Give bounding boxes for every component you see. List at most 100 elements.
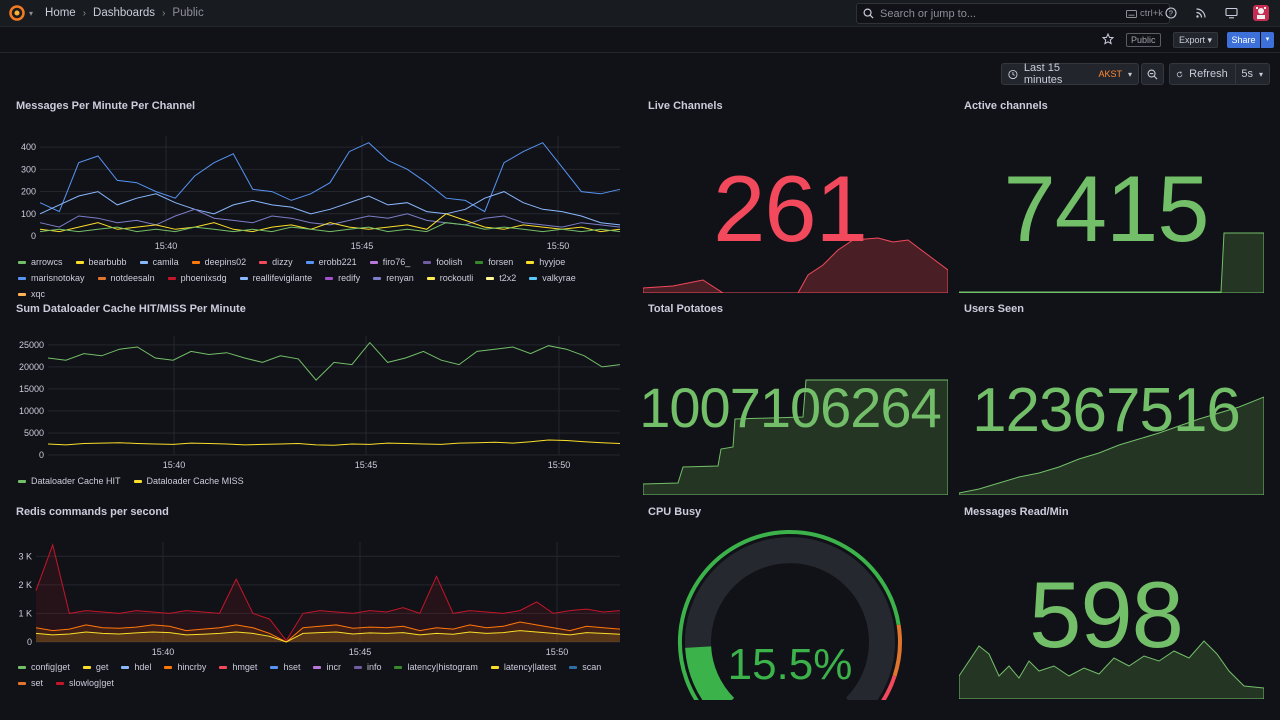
search-input[interactable] xyxy=(880,7,1127,20)
legend-item[interactable]: foolish xyxy=(423,254,462,270)
panel-title[interactable]: Live Channels xyxy=(648,100,723,112)
panel-cpu-busy: CPU Busy 15.5% xyxy=(632,506,948,700)
legend-label: rockoutli xyxy=(439,273,474,283)
series-line-hmget[interactable] xyxy=(35,621,621,643)
legend-item[interactable]: hset xyxy=(270,659,300,675)
legend-item[interactable]: redify xyxy=(325,270,360,286)
legend-item[interactable]: latency|latest xyxy=(490,659,556,675)
search-box[interactable]: ctrl+k xyxy=(856,3,1170,24)
kiosk-monitor-icon[interactable] xyxy=(1222,4,1240,22)
legend-swatch xyxy=(569,665,578,669)
panel-title[interactable]: Active channels xyxy=(964,100,1048,112)
legend-item[interactable]: Dataloader Cache HIT xyxy=(18,473,121,489)
panel-title[interactable]: CPU Busy xyxy=(648,506,702,518)
series-line-Dataloader Cache MISS[interactable] xyxy=(47,439,621,446)
time-range-picker[interactable]: Last 15 minutes AKST ▾ xyxy=(1001,62,1139,86)
zoom-out-button[interactable] xyxy=(1141,63,1164,85)
legend-item[interactable]: valkyrae xyxy=(529,270,576,286)
panel-title[interactable]: Messages Per Minute Per Channel xyxy=(16,100,196,112)
top-nav: ▾ Home › Dashboards › Public ctrl+k ? xyxy=(0,0,1280,27)
refresh-interval[interactable]: 5s xyxy=(1241,68,1253,80)
series-line-marisnotokay[interactable] xyxy=(39,142,621,213)
rss-news-icon[interactable] xyxy=(1192,4,1210,22)
legend-item[interactable]: xqc xyxy=(18,286,45,302)
dataloader-chart[interactable]: 0 5000 10000 15000 20000 25000 15:40 15:45 15:50 xyxy=(0,333,632,473)
redis-chart[interactable]: 0 1 K 2 K 3 K 15:40 15:45 15:50 xyxy=(0,534,632,658)
legend-item[interactable]: marisnotokay xyxy=(18,270,85,286)
legend-item[interactable]: deepins02 xyxy=(191,254,247,270)
legend-item[interactable]: scan xyxy=(569,659,601,675)
chevron-down-icon[interactable]: ▾ xyxy=(29,8,34,18)
legend-item[interactable]: t2x2 xyxy=(486,270,516,286)
series-line-bearbubb[interactable] xyxy=(39,213,621,233)
series-line-Dataloader Cache HIT[interactable] xyxy=(47,341,621,381)
series-line-get[interactable] xyxy=(35,630,621,643)
legend-item[interactable]: Dataloader Cache MISS xyxy=(133,473,244,489)
share-button[interactable]: Share xyxy=(1227,32,1260,48)
panel-title[interactable]: Sum Dataloader Cache HIT/MISS Per Minute xyxy=(16,303,246,315)
legend-item[interactable]: slowlog|get xyxy=(56,675,114,691)
legend-label: deepins02 xyxy=(204,257,247,267)
legend-item[interactable]: renyan xyxy=(373,270,414,286)
messages-chart[interactable]: 0 100 200 300 400 15:40 15:45 15:50 xyxy=(0,128,632,252)
legend-item[interactable]: info xyxy=(353,659,381,675)
legend-swatch xyxy=(486,276,495,280)
legend-item[interactable]: firo76_ xyxy=(369,254,410,270)
legend-item[interactable]: forsen xyxy=(475,254,513,270)
time-range-label: Last 15 minutes xyxy=(1023,62,1063,86)
legend-item[interactable]: erobb221 xyxy=(305,254,357,270)
legend-swatch xyxy=(394,665,403,669)
chevron-down-icon[interactable]: ▾ xyxy=(1258,69,1263,79)
legend-item[interactable]: rockoutli xyxy=(426,270,474,286)
y-tick-label: 300 xyxy=(21,164,36,174)
panel-title[interactable]: Redis commands per second xyxy=(16,506,169,518)
y-tick-label: 5000 xyxy=(24,428,44,438)
legend-item[interactable]: set xyxy=(18,675,43,691)
legend-item[interactable]: hdel xyxy=(121,659,151,675)
legend-item[interactable]: config|get xyxy=(18,659,70,675)
legend-item[interactable]: notdeesaln xyxy=(97,270,155,286)
help-icon[interactable]: ? xyxy=(1162,4,1180,22)
panel-title[interactable]: Total Potatoes xyxy=(648,303,723,315)
legend-item[interactable]: arrowcs xyxy=(18,254,63,270)
legend-label: hdel xyxy=(134,662,152,672)
x-tick-label: 15:45 xyxy=(349,647,372,657)
legend-item[interactable]: latency|histogram xyxy=(394,659,478,675)
y-tick-label: 3 K xyxy=(18,551,32,561)
series-line-reallifevigilante[interactable] xyxy=(39,208,621,228)
legend-label: Dataloader Cache HIT xyxy=(31,476,121,486)
series-line-camila[interactable] xyxy=(39,191,621,226)
legend-item[interactable]: reallifevigilante xyxy=(239,270,312,286)
sparkline-area xyxy=(959,232,1264,293)
breadcrumb-dashboards[interactable]: Dashboards xyxy=(93,7,156,19)
legend-item[interactable]: incr xyxy=(313,659,341,675)
legend-item[interactable]: phoenixsdg xyxy=(167,270,227,286)
refresh-label[interactable]: Refresh xyxy=(1189,68,1228,80)
panel-users-seen: Users Seen 12367516 xyxy=(948,303,1264,497)
series-line-arrowcs[interactable] xyxy=(39,222,621,233)
grafana-logo-icon[interactable] xyxy=(8,4,26,22)
legend-item[interactable]: hmget xyxy=(219,659,257,675)
export-button[interactable]: Export ▾ xyxy=(1173,32,1219,48)
legend-item[interactable]: hyyjoe xyxy=(526,254,565,270)
breadcrumb-separator-icon: › xyxy=(82,7,87,19)
legend-item[interactable]: get xyxy=(82,659,108,675)
y-tick-label: 20000 xyxy=(19,362,44,372)
panel-title[interactable]: Users Seen xyxy=(964,303,1024,315)
breadcrumb-home[interactable]: Home xyxy=(45,7,76,19)
user-avatar[interactable] xyxy=(1252,4,1270,22)
legend-item[interactable]: hincrby xyxy=(164,659,206,675)
y-tick-label: 0 xyxy=(27,637,32,647)
keyboard-icon xyxy=(1126,9,1138,18)
legend-item[interactable]: bearbubb xyxy=(75,254,127,270)
legend-swatch xyxy=(18,276,26,280)
legend-item[interactable]: camila xyxy=(139,254,179,270)
shortcut-label: ctrl+k xyxy=(1140,8,1163,19)
y-tick-label: 2 K xyxy=(18,580,32,590)
refresh-picker[interactable]: Refresh 5s ▾ xyxy=(1169,63,1270,85)
star-icon[interactable] xyxy=(1101,32,1115,48)
legend-item[interactable]: dizzy xyxy=(259,254,293,270)
panel-title[interactable]: Messages Read/Min xyxy=(964,506,1069,518)
series-line-slowlog|get[interactable] xyxy=(35,543,621,642)
share-dropdown-chevron-icon[interactable]: ▾ xyxy=(1261,32,1274,48)
